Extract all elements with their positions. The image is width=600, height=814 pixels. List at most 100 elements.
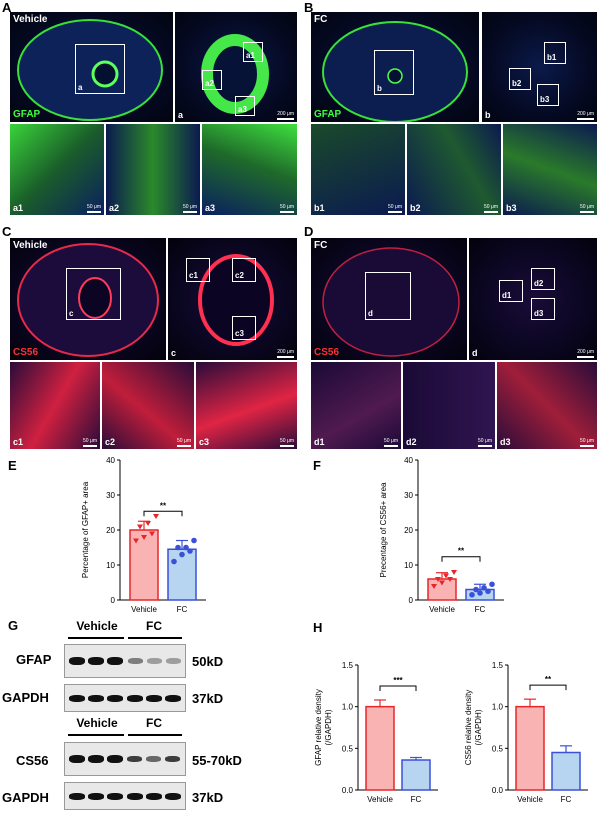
data-point bbox=[451, 570, 457, 575]
y-tick-label: 0 bbox=[409, 596, 414, 605]
micrograph-c2: c2 50 μm bbox=[102, 362, 194, 449]
y-tick-label: 0.5 bbox=[492, 744, 504, 753]
roi-box-b2: b2 bbox=[509, 68, 531, 90]
data-point bbox=[439, 580, 445, 586]
panel-A-condition: Vehicle bbox=[13, 14, 48, 25]
wb-cond-fc-1: FC bbox=[146, 619, 162, 633]
panel-label-E: E bbox=[8, 458, 17, 473]
data-point bbox=[191, 537, 197, 544]
y-tick-label: 20 bbox=[404, 526, 413, 535]
wb-line-fc-1 bbox=[128, 637, 182, 639]
x-tick-label: Vehicle bbox=[131, 605, 157, 614]
scale-bar-C: 200 μm bbox=[277, 349, 294, 358]
canal-detail-red bbox=[198, 254, 274, 346]
y-tick-label: 1.0 bbox=[492, 703, 504, 712]
chart-H-cs56: 0.0 0.5 1.0 1.5 CS56 relative density (/GAPDH… bbox=[464, 661, 588, 804]
wb-cond-vehicle-1: Vehicle bbox=[76, 619, 118, 633]
panel-A-detail-label: a bbox=[178, 110, 184, 120]
scale-bar-D: 200 μm bbox=[577, 349, 594, 358]
y-tick-label: 1.5 bbox=[492, 661, 504, 670]
micrograph-C-overview: Vehicle CS56 c bbox=[10, 238, 166, 360]
roi-box-c3: c3 bbox=[232, 316, 256, 340]
roi-box-d1: d1 bbox=[499, 280, 523, 302]
micrograph-B-detail: b1 b2 b3 b 200 μm bbox=[482, 12, 597, 122]
panel-B-stain: GFAP bbox=[314, 109, 342, 120]
roi-box-b1: b1 bbox=[544, 42, 566, 64]
micrograph-b3: b3 50 μm bbox=[503, 124, 597, 215]
y-tick-label: 40 bbox=[404, 456, 413, 465]
micrograph-D-overview: FC CS56 d bbox=[311, 238, 467, 360]
roi-box-d: d bbox=[365, 272, 411, 320]
micrograph-D-detail: d1 d2 d3 d 200 μm bbox=[469, 238, 597, 360]
wb-label-gfap: GFAP bbox=[16, 652, 52, 667]
wb-line-vehicle-2 bbox=[68, 734, 124, 736]
panel-C-stain: CS56 bbox=[13, 347, 39, 358]
panel-A-stain: GFAP bbox=[13, 109, 41, 120]
panel-label-B: B bbox=[304, 0, 314, 15]
significance-bracket bbox=[143, 510, 183, 517]
spinal-section-red bbox=[17, 243, 159, 357]
y-tick-label: 10 bbox=[404, 561, 413, 570]
wb-line-fc-2 bbox=[128, 734, 182, 736]
data-point bbox=[187, 548, 193, 554]
roi-box-b3: b3 bbox=[537, 84, 559, 106]
y-tick-label: 20 bbox=[106, 526, 115, 535]
data-point bbox=[489, 581, 495, 588]
x-tick-label: FC bbox=[177, 605, 188, 614]
y-tick-label: 30 bbox=[404, 491, 413, 500]
roi-box-a: a bbox=[75, 44, 125, 94]
bar-fc bbox=[167, 548, 197, 601]
micrograph-b2: b2 50 μm bbox=[407, 124, 501, 215]
roi-box-c: c bbox=[66, 268, 121, 320]
significance-bracket bbox=[441, 556, 481, 562]
micrograph-d1: d1 50 μm bbox=[311, 362, 401, 449]
y-axis-label: (/GAPDH) bbox=[474, 709, 483, 745]
significance-bracket bbox=[379, 685, 417, 691]
micrograph-a3: a3 50 μm bbox=[202, 124, 297, 215]
micrograph-B-overview: FC GFAP b bbox=[311, 12, 479, 122]
wb-size-gapdh-1: 37kD bbox=[192, 691, 224, 706]
significance-bracket bbox=[529, 684, 567, 691]
y-tick-label: 0.0 bbox=[492, 786, 504, 795]
wb-cond-vehicle-2: Vehicle bbox=[76, 716, 118, 730]
data-point bbox=[485, 588, 491, 595]
y-axis-label: Precentage of CS56+ area bbox=[379, 482, 388, 578]
x-tick-label: FC bbox=[475, 605, 486, 614]
data-point bbox=[435, 577, 441, 582]
data-point bbox=[133, 538, 139, 544]
data-point bbox=[171, 558, 177, 565]
data-point bbox=[431, 584, 437, 589]
roi-box-b: b bbox=[374, 50, 414, 95]
significance-stars: ** bbox=[458, 547, 465, 556]
wb-label-gapdh-2: GAPDH bbox=[2, 790, 49, 805]
panel-C-condition: Vehicle bbox=[13, 240, 48, 251]
wb-label-cs56: CS56 bbox=[16, 753, 49, 768]
wb-line-vehicle-1 bbox=[68, 637, 124, 639]
bar-vehicle bbox=[515, 705, 545, 791]
x-tick-label: Vehicle bbox=[429, 605, 455, 614]
micrograph-a2: a2 50 μm bbox=[106, 124, 200, 215]
wb-cond-fc-2: FC bbox=[146, 716, 162, 730]
spinal-section-green-fc bbox=[322, 21, 468, 122]
chart-F: 0 10 20 30 40 Precentage of CS56+ area Vehicle… bbox=[379, 456, 504, 614]
bar-fc bbox=[551, 751, 581, 791]
panel-B-detail-label: b bbox=[485, 110, 491, 120]
bar-vehicle bbox=[365, 705, 395, 791]
panel-D-stain: CS56 bbox=[314, 347, 340, 358]
scale-bar-A: 200 μm bbox=[277, 111, 294, 120]
y-tick-label: 0.0 bbox=[342, 786, 354, 795]
data-point bbox=[175, 544, 181, 551]
data-point bbox=[477, 590, 483, 596]
data-point bbox=[153, 514, 159, 519]
data-point bbox=[149, 531, 155, 537]
wb-blot-gfap bbox=[64, 644, 186, 678]
bar-fc bbox=[401, 759, 431, 791]
panel-label-F: F bbox=[313, 458, 321, 473]
micrograph-b1: b1 50 μm bbox=[311, 124, 405, 215]
panel-label-G: G bbox=[8, 618, 19, 633]
micrograph-A-detail: a1 a2 a3 a 200 μm bbox=[175, 12, 297, 122]
roi-box-c2: c2 bbox=[232, 258, 256, 282]
roi-box-d2: d2 bbox=[531, 268, 555, 290]
roi-box-c1: c1 bbox=[186, 258, 210, 282]
micrograph-A-overview: Vehicle GFAP a bbox=[10, 12, 173, 122]
